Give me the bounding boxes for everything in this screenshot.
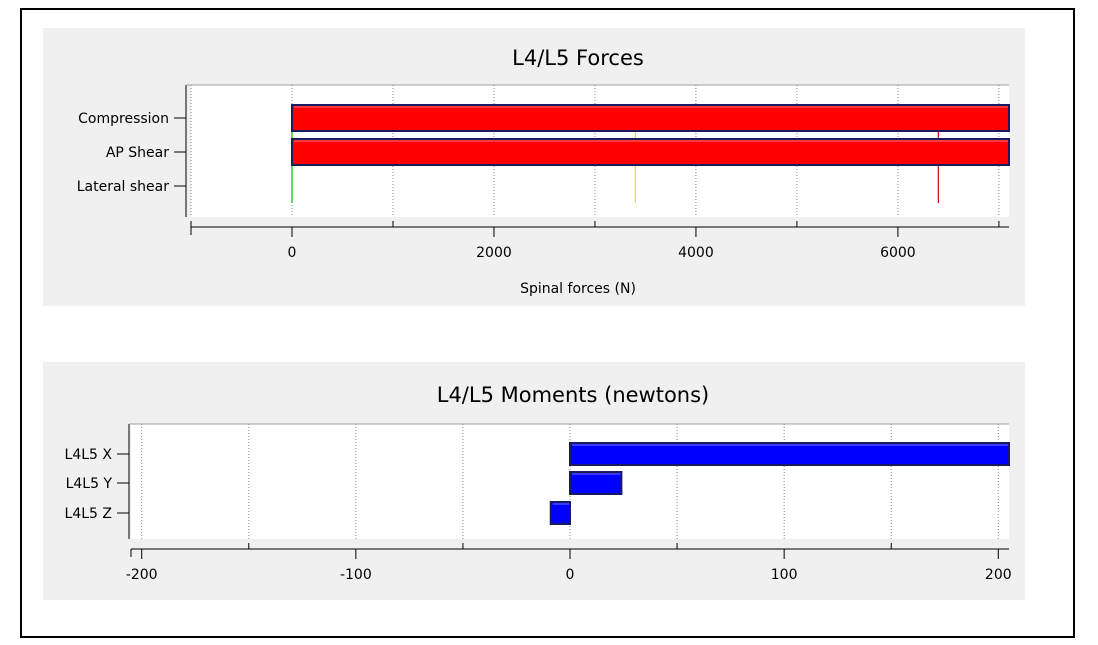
moments-chart: L4/L5 Moments (newtons) -200 -100 0 100 200 L… [65, 383, 1012, 583]
bar [549, 501, 572, 525]
x-tick-label: 6000 [880, 245, 916, 261]
forces-panel: L4/L5 Forces Spinal forces (N) 0 2000 4000… [43, 28, 1025, 306]
x-tick-label: -200 [126, 567, 158, 583]
x-tick-label: 4000 [678, 245, 714, 261]
x-tick-label: -100 [340, 567, 372, 583]
y-category-label: Compression [78, 111, 169, 127]
moments-title: L4/L5 Moments (newtons) [437, 383, 710, 407]
y-category-label: L4L5 Z [65, 506, 112, 522]
y-category-label: L4L5 Y [66, 476, 113, 492]
x-tick-label: 200 [985, 567, 1012, 583]
x-tick-label: 0 [566, 567, 575, 583]
x-tick-label: 100 [771, 567, 798, 583]
bar [569, 471, 623, 495]
bar [569, 442, 1010, 466]
x-tick-label: 0 [288, 245, 297, 261]
bar [290, 104, 1010, 132]
forces-xlabel: Spinal forces (N) [520, 281, 636, 297]
bar [290, 138, 1010, 166]
y-category-label: Lateral shear [77, 179, 170, 195]
x-tick-label: 2000 [476, 245, 512, 261]
forces-chart: L4/L5 Forces Spinal forces (N) 0 2000 4000… [77, 46, 1010, 297]
y-category-label: AP Shear [106, 145, 169, 161]
moments-panel: L4/L5 Moments (newtons) -200 -100 0 100 200 L… [43, 362, 1025, 600]
forces-title: L4/L5 Forces [512, 46, 644, 70]
y-category-label: L4L5 X [65, 447, 113, 463]
